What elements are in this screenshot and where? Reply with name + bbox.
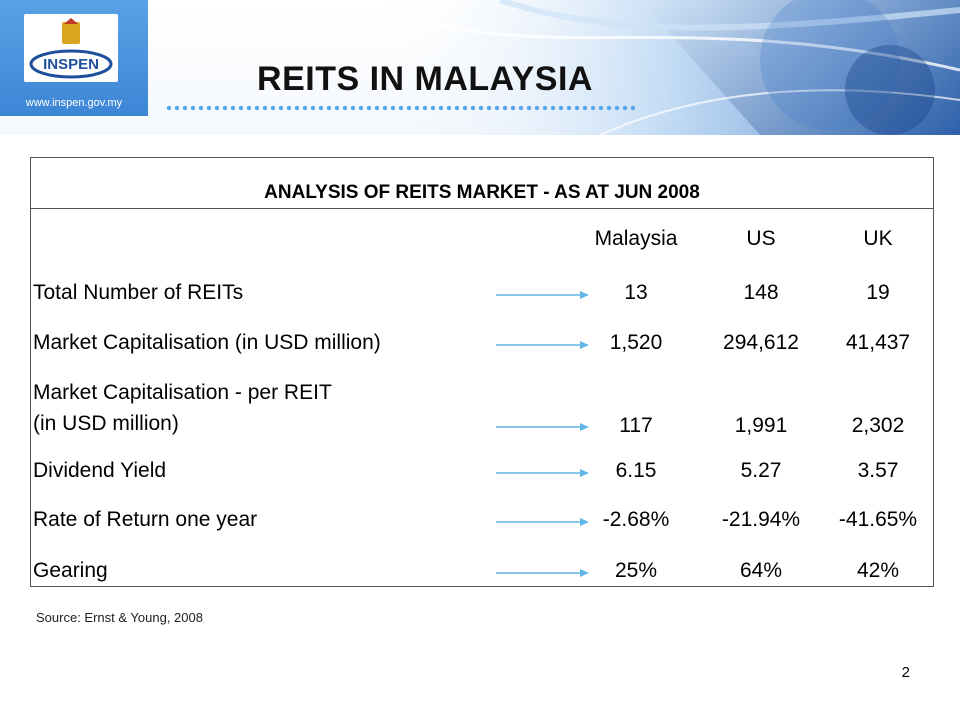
logo-panel: INSPEN www.inspen.gov.my: [0, 0, 148, 116]
arrow-right-icon: [496, 341, 589, 349]
cell-value: 3.57: [857, 459, 899, 482]
column-header-malaysia: Malaysia: [594, 227, 678, 250]
arrow-right-icon: [496, 518, 589, 526]
cell-value: 6.15: [615, 459, 657, 482]
arrow-right-icon: [496, 469, 589, 477]
header-banner: INSPEN www.inspen.gov.my REITS IN MALAYS…: [0, 0, 960, 135]
table-caption: ANALYSIS OF REITS MARKET - AS AT JUN 200…: [31, 158, 933, 209]
reits-analysis-table: ANALYSIS OF REITS MARKET - AS AT JUN 200…: [30, 157, 934, 587]
cell-value: -21.94%: [721, 508, 801, 531]
row-label: Gearing: [33, 559, 108, 582]
banner-background-art: [380, 0, 960, 135]
row-label-line1: Market Capitalisation - per REIT: [33, 381, 332, 404]
cell-value: 41,437: [845, 331, 911, 354]
column-header-uk: UK: [863, 227, 893, 250]
cell-value: -2.68%: [602, 508, 670, 531]
dotted-divider: [165, 104, 635, 112]
arrow-right-icon: [496, 423, 589, 431]
cell-value: 13: [624, 281, 648, 304]
row-label: Market Capitalisation (in USD million): [33, 331, 381, 354]
inspen-logo-icon: INSPEN: [29, 18, 113, 79]
cell-value: 2,302: [851, 414, 905, 437]
column-header-us: US: [746, 227, 776, 250]
cell-value: 42%: [856, 559, 900, 582]
row-label-line2: (in USD million): [33, 412, 179, 435]
cell-value: 1,991: [734, 414, 788, 437]
inspen-logo: INSPEN: [24, 14, 118, 82]
arrow-right-icon: [496, 291, 589, 299]
website-url[interactable]: www.inspen.gov.my: [25, 97, 123, 109]
cell-value: 1,520: [609, 331, 663, 354]
row-label: Total Number of REITs: [33, 281, 244, 304]
page-title: REITS IN MALAYSIA: [257, 60, 593, 98]
source-note: Source: Ernst & Young, 2008: [36, 610, 203, 625]
cell-value: 5.27: [740, 459, 782, 482]
cell-value: 294,612: [723, 331, 799, 354]
cell-value: 117: [619, 414, 653, 437]
cell-value: 19: [866, 281, 890, 304]
cell-value: 64%: [739, 559, 783, 582]
cell-value: 148: [743, 281, 779, 304]
cell-value: -41.65%: [838, 508, 918, 531]
row-label: Dividend Yield: [33, 459, 167, 482]
row-label: Rate of Return one year: [33, 508, 258, 531]
logo-text: INSPEN: [43, 56, 99, 73]
slide-number: 2: [901, 664, 910, 681]
cell-value: 25%: [614, 559, 658, 582]
arrow-right-icon: [496, 569, 589, 577]
